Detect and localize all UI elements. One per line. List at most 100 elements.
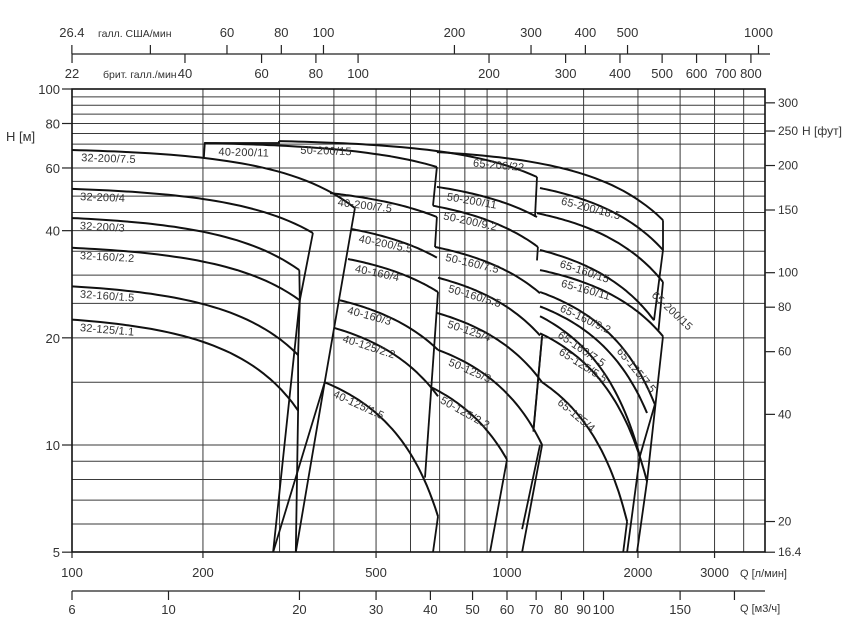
pump-curve-40-125-2-2: [334, 327, 439, 397]
curve-label: 50-160/7.5: [444, 252, 500, 276]
curve-label: 65-200/18.5: [560, 195, 622, 222]
curve-label: 50-160/5.5: [447, 283, 503, 310]
boundary-line: [272, 382, 326, 553]
m3h-tick-label: 90: [576, 602, 590, 617]
x-tick-label: 3000: [700, 565, 729, 580]
pump-curve-65-125-5-5: [539, 332, 648, 482]
us-gpm-tick-label: 400: [575, 25, 597, 40]
pump-curve-32-200-4: [71, 187, 314, 234]
curve-label: 32-125/1.1: [79, 322, 134, 339]
boundary-line: [622, 521, 628, 553]
boundary-line: [434, 216, 438, 248]
curve-label: 32-160/2.2: [80, 250, 135, 265]
m3h-tick-label: 6: [68, 602, 75, 617]
uk-gpm-tick-label: 200: [478, 66, 500, 81]
x-tick-label: 1000: [493, 565, 522, 580]
curve-label: 50-125/4: [446, 319, 493, 345]
y-tick-label: 80: [46, 116, 60, 131]
us-gpm-tick-label: 26.4: [59, 25, 84, 40]
pump-curve-40-200-5-5: [351, 228, 438, 259]
us-gpm-tick-label: 60: [220, 25, 234, 40]
boundary-line: [521, 444, 543, 553]
pump-curve-32-160-2-2: [71, 246, 301, 302]
boundary-line: [532, 336, 543, 431]
y2-tick-label: 16.4: [778, 545, 802, 559]
uk-gpm-tick-label: 300: [555, 66, 577, 81]
m3h-tick-label: 60: [500, 602, 514, 617]
boundary-line: [534, 176, 538, 218]
pump-curve-40-160-3: [339, 299, 439, 351]
pump-curve-65-160-11: [539, 269, 664, 337]
uk-gpm-tick-label: 500: [651, 66, 673, 81]
curve-label: 40-125/1.5: [331, 389, 386, 423]
x-tick-label: 500: [365, 565, 387, 580]
m3h-tick-label: 150: [669, 602, 691, 617]
us-gpm-tick-label: 1000: [744, 25, 773, 40]
curve-label: 32-200/7.5: [81, 152, 136, 166]
y2-tick-label: 250: [778, 124, 798, 138]
uk-gpm-tick-label: 600: [686, 66, 708, 81]
m3h-tick-label: 70: [529, 602, 543, 617]
pump-curve-50-200-9-2: [432, 204, 539, 248]
boundary-line: [432, 166, 438, 206]
pump-curve-50-200-11: [436, 185, 538, 218]
pump-curve-65-200-18-5: [539, 187, 664, 251]
y-tick-label: 60: [46, 161, 60, 176]
pump-curve-50-160-5-5: [437, 276, 541, 337]
x-axis-label: Q [л/мин]: [740, 568, 787, 580]
us-gpm-tick-label: 100: [313, 25, 335, 40]
m3h-tick-label: 40: [423, 602, 437, 617]
uk-gpm-tick-label: 60: [254, 66, 268, 81]
m3h-tick-label: 50: [465, 602, 479, 617]
plot-frame: [71, 88, 766, 553]
y2-tick-label: 80: [778, 300, 792, 314]
x-tick-label: 200: [192, 565, 214, 580]
y-tick-label: 40: [46, 224, 60, 239]
uk-gpm-tick-label: 700: [715, 66, 737, 81]
uk-gpm-axis-label: брит. галл./мин: [103, 69, 177, 81]
y2-tick-label: 300: [778, 96, 798, 110]
m3h-tick-label: 30: [369, 602, 383, 617]
uk-gpm-tick-label: 400: [609, 66, 631, 81]
y2-tick-label: 40: [778, 407, 792, 421]
x-tick-label: 100: [61, 565, 83, 580]
boundary-line: [657, 281, 664, 331]
pump-curve-50-200-15: [278, 140, 538, 178]
pump-curve-65-160-15: [539, 249, 655, 321]
curve-label: 40-200/11: [218, 146, 269, 159]
y-tick-label: 5: [53, 545, 60, 560]
uk-gpm-tick-label: 80: [309, 66, 323, 81]
pump-curve-65-125-7-5: [539, 305, 648, 414]
curve-labels: 32-200/7.5 32-200/4 32-200/3 32-160/2.2 32-1…: [79, 145, 694, 435]
gridlines: [71, 88, 766, 553]
pump-curve-65-200-22: [436, 151, 664, 221]
us-gpm-tick-label: 200: [444, 25, 466, 40]
y-axis-label: H [м]: [6, 129, 35, 144]
x2-axis-label: Q [м3/ч]: [740, 603, 780, 615]
uk-gpm-tick-label: 22: [65, 66, 79, 81]
pump-curve-32-125-1-1: [71, 318, 299, 412]
pump-curve-65-160-9-2: [539, 291, 656, 405]
pump-curve-32-200-3: [71, 217, 300, 271]
curve-label: 50-200/15: [300, 145, 352, 159]
pump-curve-65-125-4: [541, 381, 629, 522]
curve-label: 32-200/4: [80, 191, 125, 205]
m3h-tick-label: 10: [161, 602, 175, 617]
pump-curve-40-160-4: [347, 258, 439, 293]
y2-axis-label: H [фут]: [802, 124, 842, 138]
boundary-line: [432, 516, 439, 553]
pump-curve-40-200-7-5: [329, 192, 438, 218]
m3h-tick-label: 100: [593, 602, 615, 617]
m3h-tick-label: 80: [554, 602, 568, 617]
curve-label: 65-200/22: [473, 158, 525, 175]
curve-label: 32-160/1.5: [79, 289, 134, 305]
pump-curves: [71, 140, 664, 522]
pump-curve-65-200-15: [536, 212, 664, 283]
uk-gpm-tick-label: 100: [347, 66, 369, 81]
y2-tick-label: 150: [778, 203, 798, 217]
pump-curve-32-160-1-5: [71, 285, 299, 356]
pump-curve-65-160-7-5: [539, 315, 641, 457]
pump-curve-40-125-1-5: [324, 381, 439, 517]
curve-label: 50-125/3: [447, 357, 493, 386]
